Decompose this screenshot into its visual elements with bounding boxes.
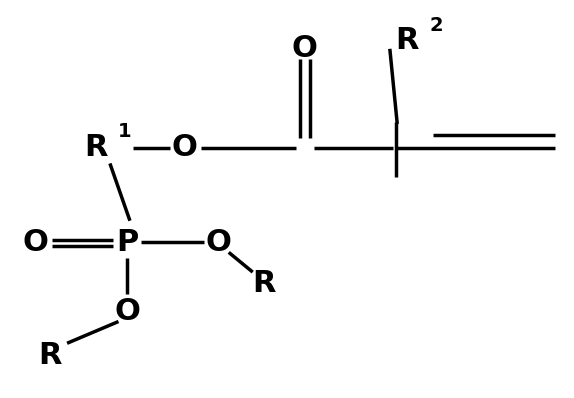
- Text: O: O: [291, 34, 317, 63]
- Text: R: R: [395, 26, 418, 55]
- Text: R: R: [253, 269, 276, 298]
- Text: P: P: [116, 228, 138, 257]
- Text: R: R: [38, 341, 61, 370]
- Text: O: O: [205, 228, 231, 257]
- Text: O: O: [23, 228, 49, 257]
- Text: O: O: [171, 133, 197, 162]
- Text: O: O: [114, 297, 140, 326]
- Text: 1: 1: [118, 122, 131, 141]
- Text: R: R: [84, 133, 107, 162]
- Text: 2: 2: [430, 16, 444, 35]
